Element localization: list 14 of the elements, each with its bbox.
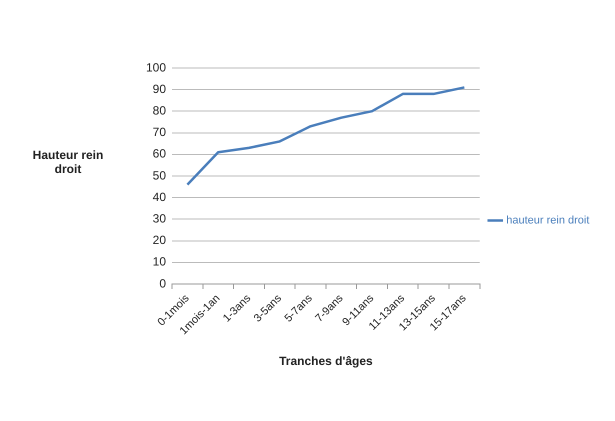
y-tick-label: 60 — [152, 146, 166, 161]
y-axis-title: Hauteur rein droit — [32, 148, 104, 176]
x-axis-title: Tranches d'âges — [279, 354, 373, 368]
y-tick-label: 10 — [152, 254, 166, 269]
y-tick-label: 90 — [152, 82, 166, 96]
y-tick-label: 70 — [152, 125, 166, 140]
y-tick-label: 30 — [152, 211, 166, 226]
legend-label: hauteur rein droit — [506, 214, 590, 227]
y-tick-label: 0 — [159, 276, 166, 290]
y-tick-label: 40 — [152, 190, 166, 204]
y-tick-label: 20 — [152, 233, 166, 248]
y-tick-label: 50 — [152, 168, 166, 182]
y-tick-label: 100 — [146, 60, 166, 74]
y-tick-label: 80 — [152, 104, 166, 118]
